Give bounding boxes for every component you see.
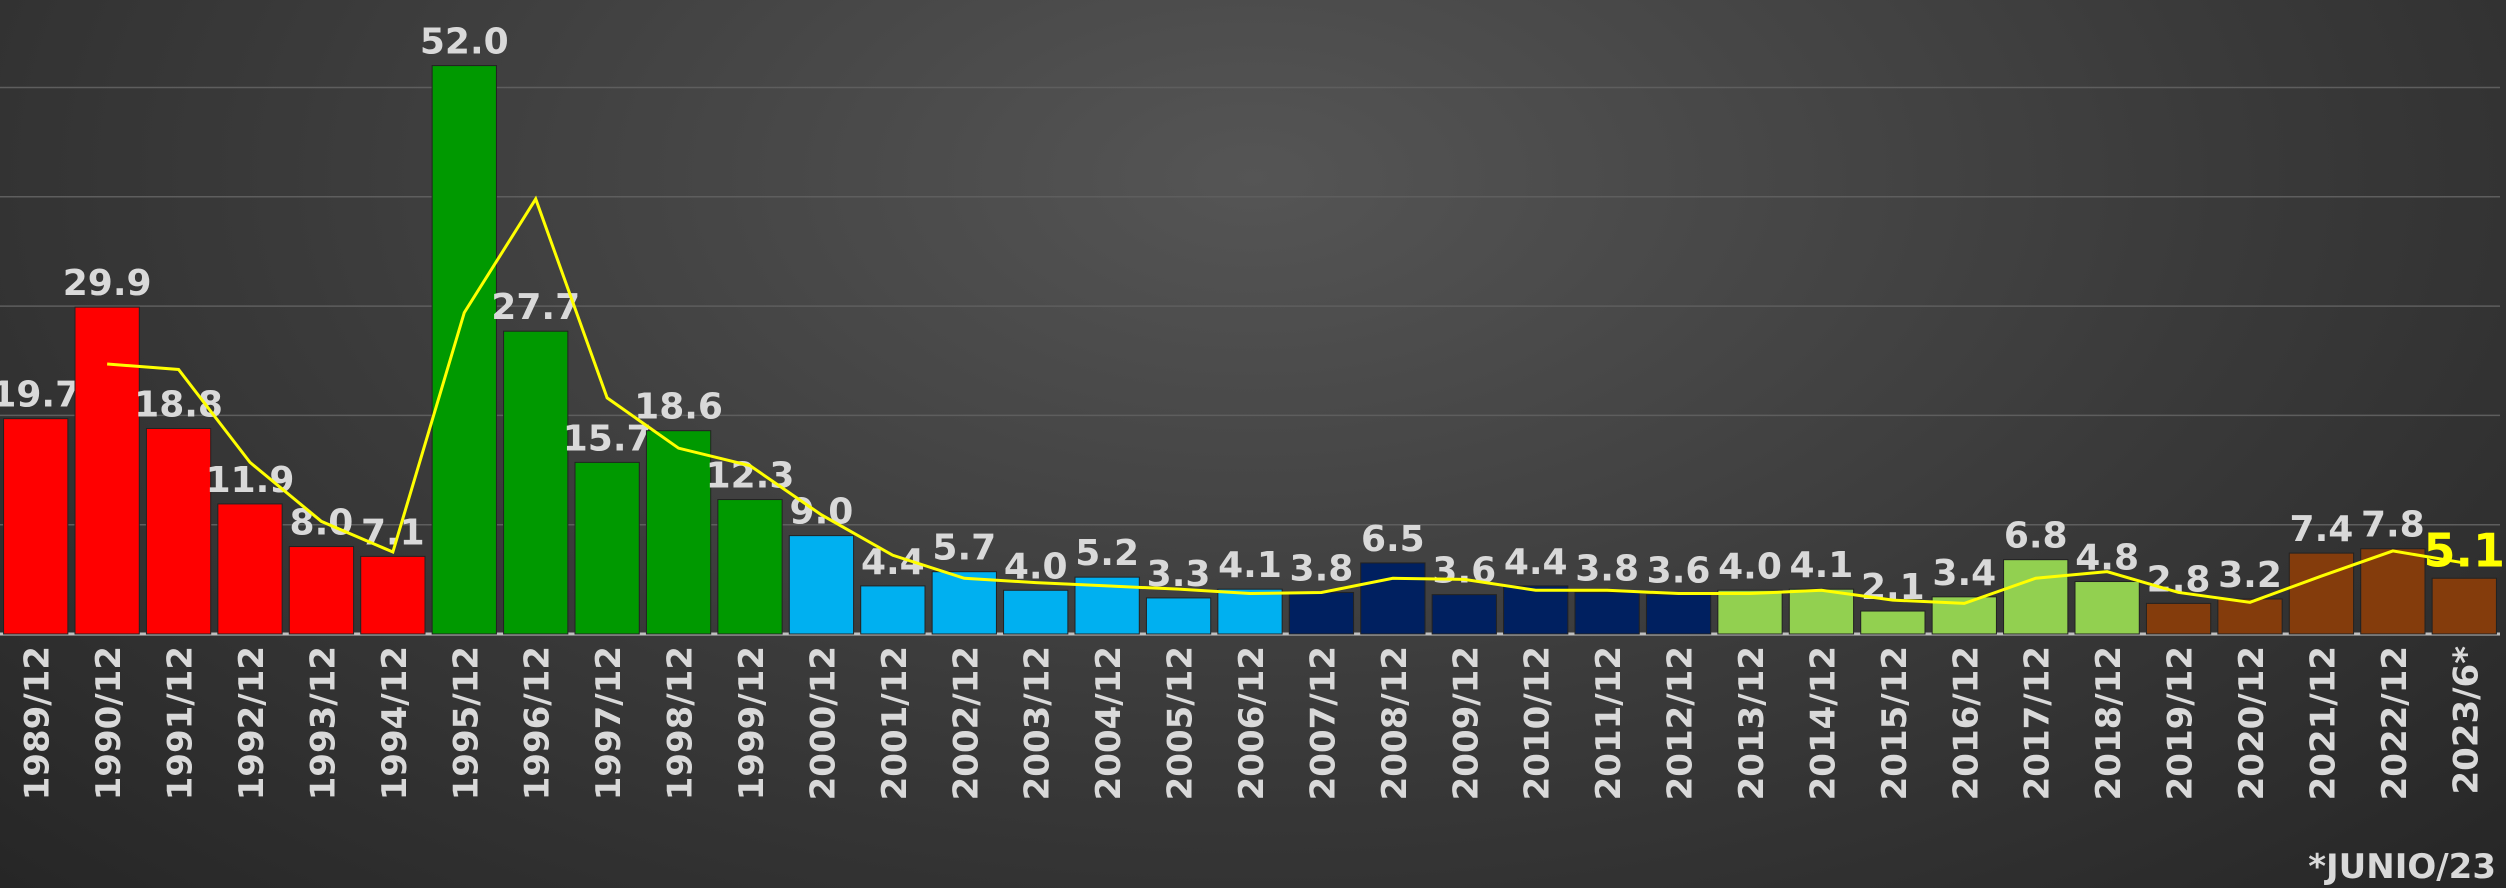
value-label: 5.2 bbox=[1075, 533, 1139, 574]
x-tick-label: 2016/12 bbox=[1946, 646, 1986, 800]
x-tick-label: 2003/12 bbox=[1018, 646, 1058, 800]
bar bbox=[2431, 577, 2497, 635]
bar bbox=[1431, 594, 1497, 635]
x-tick-label: 1995/12 bbox=[446, 646, 486, 800]
x-tick-label: 2010/12 bbox=[1518, 646, 1558, 800]
bar bbox=[2003, 559, 2069, 635]
value-label: 18.6 bbox=[634, 387, 723, 428]
bar bbox=[645, 430, 712, 635]
bar bbox=[788, 535, 855, 635]
bar bbox=[2074, 581, 2140, 635]
bar bbox=[1788, 588, 1855, 635]
x-tick-label: 1989/12 bbox=[18, 646, 58, 800]
bar bbox=[1003, 589, 1069, 635]
bar bbox=[145, 427, 212, 635]
bar bbox=[2288, 552, 2355, 635]
x-tick-label: 2023/6* bbox=[2446, 646, 2486, 795]
bar bbox=[1360, 562, 1426, 635]
x-tick-label: 2021/12 bbox=[2303, 646, 2343, 800]
x-tick-label: 2018/12 bbox=[2089, 646, 2129, 800]
bar bbox=[2217, 598, 2283, 635]
value-label: 19.7 bbox=[0, 375, 80, 416]
value-label: 5.1 bbox=[2424, 523, 2506, 577]
x-tick-label: 2011/12 bbox=[1589, 646, 1629, 800]
value-label: 12.3 bbox=[706, 456, 795, 497]
x-tick-label: 2002/12 bbox=[946, 646, 986, 800]
x-tick-label: 1999/12 bbox=[732, 646, 772, 800]
bar bbox=[217, 503, 283, 635]
bar bbox=[1217, 588, 1283, 635]
bar bbox=[574, 461, 640, 635]
value-label: 3.2 bbox=[2218, 555, 2282, 596]
footnote: *JUNIO/23 bbox=[2308, 847, 2496, 887]
x-tick-label: 2004/12 bbox=[1089, 646, 1129, 800]
value-label: 4.1 bbox=[1218, 545, 1282, 586]
bar bbox=[1645, 594, 1712, 635]
x-tick-label: 2009/12 bbox=[1446, 646, 1486, 800]
bar bbox=[1145, 597, 1212, 635]
x-tick-label: 1992/12 bbox=[232, 646, 272, 800]
x-tick-label: 1994/12 bbox=[375, 646, 415, 800]
x-tick-label: 1998/12 bbox=[661, 646, 701, 800]
value-label: 8.0 bbox=[290, 503, 354, 544]
x-tick-label: 2007/12 bbox=[1303, 646, 1343, 800]
bar bbox=[360, 555, 426, 635]
x-tick-label: 2015/12 bbox=[1875, 646, 1915, 800]
x-tick-label: 2005/12 bbox=[1161, 646, 1201, 800]
x-tick-label: 2013/12 bbox=[1732, 646, 1772, 800]
value-label: 7.1 bbox=[361, 512, 425, 553]
value-label: 3.8 bbox=[1290, 548, 1354, 589]
bar bbox=[1288, 591, 1355, 635]
value-label: 27.7 bbox=[491, 287, 580, 328]
value-label: 5.7 bbox=[932, 528, 996, 569]
x-tick-label: 2001/12 bbox=[875, 646, 915, 800]
x-tick-label: 2000/12 bbox=[803, 646, 843, 800]
x-tick-label: 2017/12 bbox=[2018, 646, 2058, 800]
value-label: 4.0 bbox=[1718, 546, 1782, 587]
bar bbox=[717, 499, 783, 635]
x-tick-label: 1991/12 bbox=[161, 646, 201, 800]
x-tick-label: 2020/12 bbox=[2232, 646, 2272, 800]
value-label: 6.5 bbox=[1361, 519, 1425, 560]
bar bbox=[931, 571, 997, 635]
value-label: 3.6 bbox=[1432, 551, 1496, 592]
value-label: 7.4 bbox=[2290, 509, 2354, 550]
bar bbox=[431, 65, 497, 635]
bar bbox=[2145, 602, 2212, 635]
x-tick-label: 2008/12 bbox=[1375, 646, 1415, 800]
value-label: 18.8 bbox=[134, 384, 223, 425]
bar bbox=[74, 306, 140, 635]
bar bbox=[288, 546, 355, 635]
value-label: 7.8 bbox=[2361, 505, 2425, 546]
bar bbox=[1860, 610, 1926, 635]
bar bbox=[1503, 585, 1569, 635]
x-tick-label: 2022/12 bbox=[2375, 646, 2415, 800]
bar bbox=[860, 585, 926, 635]
x-tick-label: 2019/12 bbox=[2161, 646, 2201, 800]
x-tick-label: 2012/12 bbox=[1661, 646, 1701, 800]
value-label: 52.0 bbox=[420, 22, 509, 63]
x-tick-label: 1993/12 bbox=[303, 646, 343, 800]
bar bbox=[1574, 591, 1640, 635]
value-label: 15.7 bbox=[563, 418, 652, 459]
value-label: 6.8 bbox=[2004, 516, 2068, 557]
trend-line bbox=[107, 195, 2465, 605]
x-tick-label: 1996/12 bbox=[518, 646, 558, 800]
value-label: 4.1 bbox=[1790, 545, 1854, 586]
value-label: 29.9 bbox=[63, 263, 152, 304]
x-tick-label: 2014/12 bbox=[1803, 646, 1843, 800]
x-tick-label: 2006/12 bbox=[1232, 646, 1272, 800]
bar bbox=[2360, 548, 2426, 635]
x-tick-label: 1997/12 bbox=[589, 646, 629, 800]
x-tick-label: 1990/12 bbox=[89, 646, 129, 800]
value-label: 3.6 bbox=[1647, 551, 1711, 592]
value-label: 3.4 bbox=[1932, 553, 1996, 594]
value-label: 4.4 bbox=[1504, 542, 1568, 583]
bar bbox=[3, 418, 69, 635]
bar bbox=[1717, 589, 1783, 635]
value-label: 11.9 bbox=[206, 460, 295, 501]
value-label: 3.8 bbox=[1575, 548, 1639, 589]
bar bbox=[503, 330, 569, 635]
